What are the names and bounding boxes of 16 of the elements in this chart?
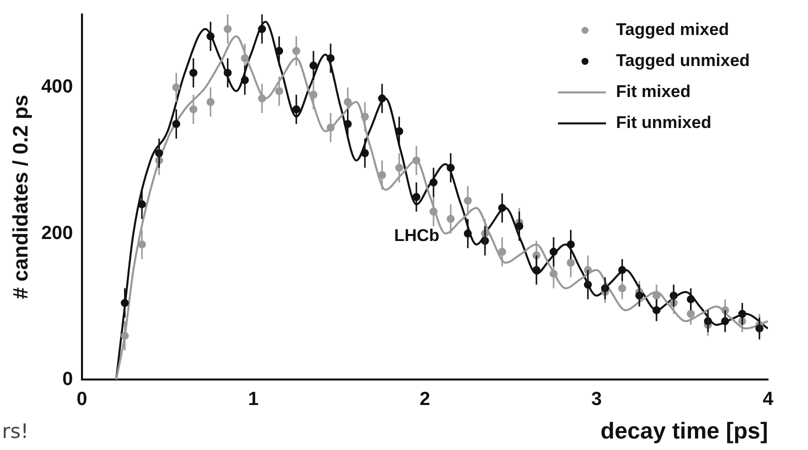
legend-label: Tagged unmixed xyxy=(616,51,750,70)
y-tick-label: 0 xyxy=(62,368,73,390)
legend-label: Tagged mixed xyxy=(616,20,730,40)
x-tick-label: 0 xyxy=(76,389,88,410)
x-tick-label: 4 xyxy=(762,389,774,410)
y-axis-title: # candidates / 0.2 ps xyxy=(9,94,32,300)
x-tick-label: 2 xyxy=(420,389,430,410)
x-axis-title: decay time [ps] xyxy=(600,418,768,444)
x-tick-label: 1 xyxy=(248,389,260,410)
annotation: LHCb xyxy=(394,226,440,245)
y-tick-label: 200 xyxy=(41,222,73,244)
text: rs! xyxy=(2,419,29,443)
y-tick-label: 400 xyxy=(41,76,73,98)
x-tick-label: 3 xyxy=(591,389,602,410)
legend-label: Fit unmixed xyxy=(616,113,712,132)
legend-label: Fit mixed xyxy=(616,82,691,102)
